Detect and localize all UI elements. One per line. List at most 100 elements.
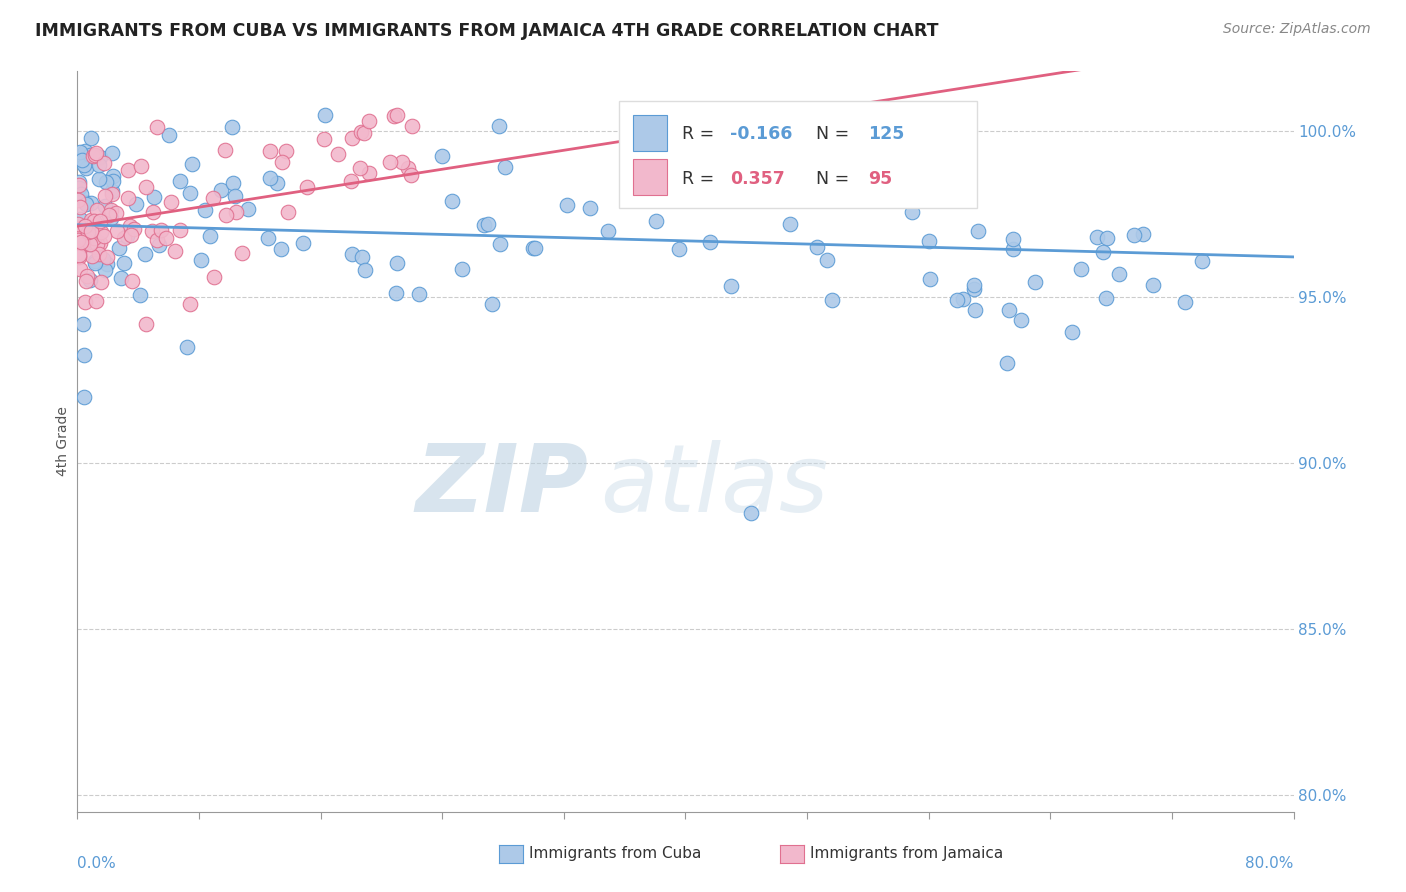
Point — [77, 225, 100, 239]
Point — [1095, 230, 1118, 244]
Point — [209, 183, 232, 197]
Point — [135, 180, 157, 194]
Point — [86, 237, 108, 252]
Point — [120, 219, 142, 234]
Point — [1094, 291, 1116, 305]
Point — [169, 223, 191, 237]
Point — [83, 214, 105, 228]
Point — [83, 256, 105, 270]
Point — [259, 145, 281, 159]
Point — [820, 191, 842, 205]
Point — [740, 506, 762, 520]
Point — [314, 132, 336, 146]
Point — [120, 227, 142, 242]
Point — [350, 125, 373, 139]
Point — [83, 231, 105, 245]
Point — [1123, 228, 1146, 243]
Point — [555, 198, 578, 212]
Point — [353, 126, 375, 140]
Point — [67, 247, 90, 261]
Point — [477, 217, 499, 231]
Point — [94, 263, 117, 277]
Point — [80, 213, 103, 227]
Text: 95: 95 — [868, 169, 891, 187]
Point — [89, 172, 111, 186]
Point — [79, 236, 101, 251]
Point — [97, 208, 120, 222]
Point — [149, 223, 172, 237]
Point — [488, 237, 510, 252]
Point — [148, 238, 170, 252]
Point — [73, 348, 96, 362]
Point — [110, 270, 132, 285]
Point — [134, 247, 156, 261]
Point — [67, 175, 90, 189]
Point — [385, 107, 408, 121]
Point — [270, 242, 292, 256]
Point — [73, 158, 96, 172]
Point — [112, 256, 135, 270]
Text: N =: N = — [815, 169, 855, 187]
Point — [295, 180, 318, 194]
Point — [155, 231, 177, 245]
Point — [963, 277, 986, 292]
Point — [75, 274, 97, 288]
Text: Immigrants from Jamaica: Immigrants from Jamaica — [810, 847, 1002, 861]
Point — [67, 178, 90, 192]
Point — [70, 235, 93, 249]
Point — [231, 246, 253, 260]
Point — [72, 235, 94, 250]
Point — [90, 275, 112, 289]
Point — [67, 217, 90, 231]
Point — [997, 303, 1019, 318]
Text: Immigrants from Cuba: Immigrants from Cuba — [529, 847, 702, 861]
Point — [399, 168, 422, 182]
Point — [952, 293, 974, 307]
Point — [129, 288, 152, 302]
Point — [79, 147, 101, 161]
Point — [157, 128, 180, 142]
Point — [271, 155, 294, 169]
Point — [70, 187, 93, 202]
Point — [89, 247, 111, 261]
Point — [918, 272, 941, 286]
Point — [84, 254, 107, 268]
Point — [84, 146, 107, 161]
Point — [89, 236, 111, 251]
Point — [146, 120, 169, 134]
Point — [122, 222, 145, 236]
Point — [292, 235, 315, 250]
Point — [1060, 325, 1083, 339]
Point — [96, 250, 118, 264]
Point — [901, 205, 924, 219]
Point — [163, 244, 186, 258]
Point — [194, 203, 217, 218]
Text: R =: R = — [682, 125, 720, 144]
Point — [89, 214, 111, 228]
Y-axis label: 4th Grade: 4th Grade — [56, 407, 70, 476]
Point — [117, 163, 139, 178]
Point — [69, 200, 91, 214]
Point — [67, 233, 90, 247]
Point — [89, 150, 111, 164]
Point — [69, 211, 91, 226]
Text: R =: R = — [682, 169, 720, 187]
Point — [472, 218, 495, 232]
Text: atlas: atlas — [600, 441, 828, 532]
Point — [100, 211, 122, 225]
Point — [1108, 267, 1130, 281]
Point — [408, 287, 430, 301]
Point — [522, 241, 544, 255]
Point — [353, 263, 375, 277]
Point — [430, 149, 453, 163]
Point — [145, 233, 167, 247]
Point — [224, 189, 246, 203]
Point — [73, 390, 96, 404]
Point — [946, 293, 969, 307]
Point — [821, 293, 844, 307]
Point — [101, 173, 124, 187]
Point — [121, 273, 143, 287]
Point — [73, 295, 96, 310]
Point — [274, 144, 297, 158]
Point — [441, 194, 464, 209]
